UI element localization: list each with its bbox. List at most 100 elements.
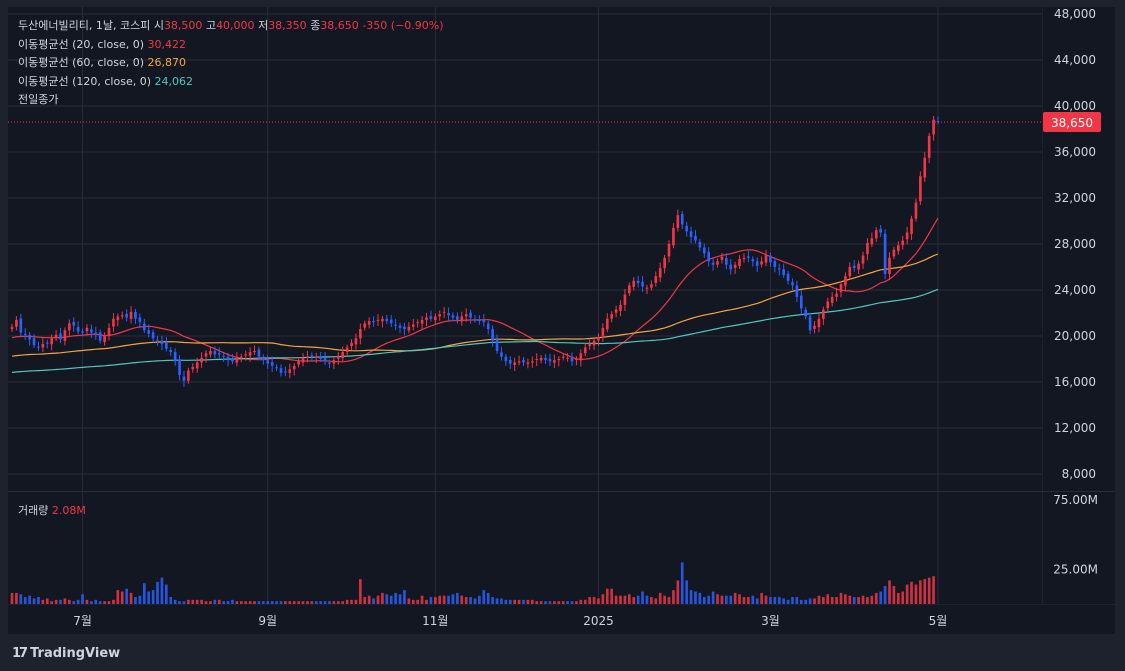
ma60-row[interactable]: 이동평균선 (60, close, 0) 26,870: [18, 54, 444, 73]
last-price-text: 38,650: [1051, 116, 1093, 130]
symbol-row: 두산에너빌리티, 1날, 코스피 시38,500 고40,000 저38,350…: [18, 17, 444, 36]
volume-bar: [650, 597, 653, 604]
prev-close-row[interactable]: 전일종가: [18, 91, 444, 110]
volume-bar: [513, 599, 517, 604]
volume-bar: [354, 599, 358, 604]
volume-bar: [544, 601, 547, 604]
candle: [883, 229, 887, 280]
candle: [702, 243, 706, 258]
candle: [350, 339, 353, 351]
candle: [927, 133, 931, 164]
candle: [116, 313, 120, 327]
candle: [187, 367, 190, 384]
candle: [28, 331, 31, 346]
candle: [284, 366, 287, 377]
candle: [288, 363, 292, 379]
volume-bar: [142, 583, 146, 604]
volume-bar: [526, 599, 530, 604]
candle: [213, 346, 217, 359]
candle: [896, 241, 900, 255]
volume-bar: [839, 592, 843, 604]
volume-bar: [138, 595, 142, 604]
volume-bar: [257, 601, 261, 604]
ma120-row[interactable]: 이동평균선 (120, close, 0) 24,062: [18, 73, 444, 92]
volume-bar: [698, 592, 702, 604]
volume-bar: [98, 601, 102, 604]
candle: [50, 334, 54, 351]
symbol-name[interactable]: 두산에너빌리티, 1날, 코스피: [18, 19, 151, 32]
low-label: 저: [258, 19, 269, 32]
candle: [301, 353, 305, 367]
volume-bar: [341, 601, 345, 604]
candle: [676, 209, 680, 232]
volume-bar: [910, 581, 913, 604]
candle: [672, 223, 675, 249]
volume-bar: [491, 597, 494, 604]
candle: [85, 324, 89, 336]
candle: [376, 314, 380, 327]
candle: [491, 325, 494, 347]
volume-bar: [702, 597, 706, 604]
candle: [306, 351, 309, 363]
volume-bar: [160, 577, 164, 604]
volume-bar: [888, 580, 891, 604]
tradingview-logo-icon: 𝟭𝟳: [12, 646, 28, 661]
volume-bar: [813, 598, 816, 604]
candle: [663, 254, 666, 274]
volume-bar: [707, 595, 711, 604]
volume-bar: [610, 588, 614, 604]
volume-bar: [579, 599, 583, 604]
volume-bar: [720, 595, 724, 604]
candle: [544, 354, 547, 364]
volume-bar: [94, 599, 98, 604]
close-label: 종: [310, 19, 321, 32]
volume-bar: [134, 597, 137, 604]
candle: [513, 357, 517, 372]
candle: [420, 316, 424, 329]
volume-bars: [10, 562, 935, 604]
time-tick-label: 9월: [258, 614, 277, 628]
volume-bar: [284, 601, 287, 604]
candle: [429, 310, 433, 322]
candle: [760, 256, 763, 268]
time-axis-pane: [8, 605, 1115, 634]
candle: [694, 230, 697, 244]
candle: [742, 253, 746, 263]
ma20-label: 이동평균선 (20, close, 0): [18, 37, 144, 51]
candle: [848, 262, 852, 280]
volume-legend[interactable]: 거래량 2.08M: [18, 502, 86, 518]
volume-bar: [191, 599, 195, 604]
volume-bar: [588, 597, 591, 604]
volume-bar: [663, 595, 666, 604]
volume-tick-label: 25.00M: [1053, 562, 1098, 576]
volume-bar: [923, 579, 927, 604]
candle: [932, 116, 935, 141]
tradingview-logo[interactable]: 𝟭𝟳 TradingView: [12, 646, 120, 661]
candle: [328, 359, 331, 369]
volume-bar: [310, 601, 314, 604]
volume-bar: [222, 601, 225, 604]
candle: [279, 364, 283, 377]
volume-bar: [672, 590, 675, 604]
candlesticks: [10, 116, 940, 387]
candle: [151, 329, 155, 343]
candle: [539, 354, 543, 364]
volume-bar: [830, 597, 834, 604]
candle: [623, 288, 627, 312]
candle: [23, 328, 27, 341]
volume-bar: [852, 597, 856, 604]
candle: [830, 292, 834, 307]
candle: [297, 357, 300, 368]
candle: [103, 332, 106, 346]
volume-bar: [553, 601, 556, 604]
volume-bar: [239, 601, 243, 604]
candle: [354, 333, 358, 350]
volume-bar: [517, 599, 521, 604]
ma20-value: 30,422: [147, 37, 187, 51]
volume-bar: [332, 601, 336, 604]
ma20-row[interactable]: 이동평균선 (20, close, 0) 30,422: [18, 36, 444, 55]
candle: [473, 315, 477, 323]
candle: [319, 351, 322, 362]
volume-bar: [41, 599, 45, 604]
